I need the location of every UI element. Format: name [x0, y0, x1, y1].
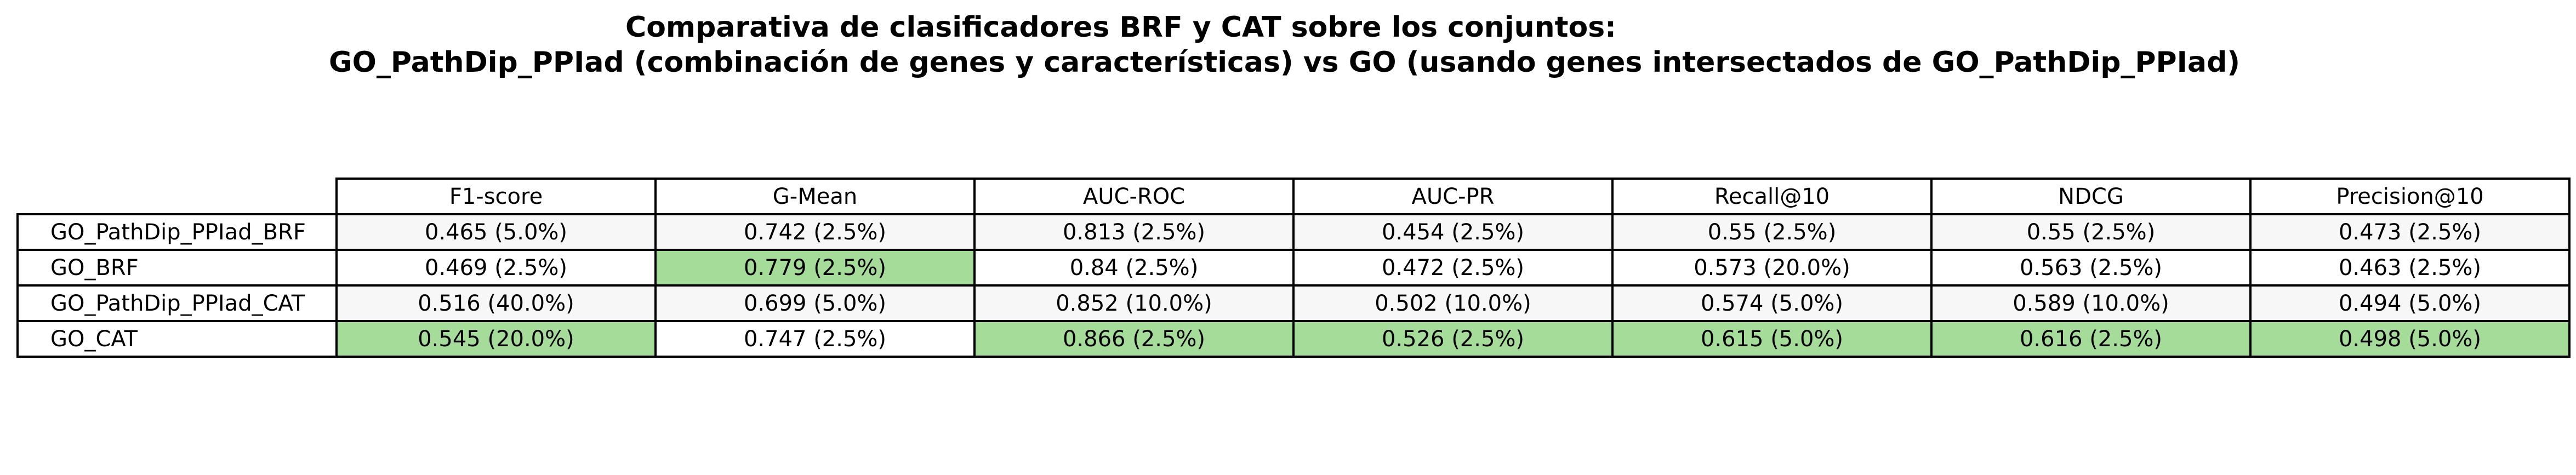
table-cell: 0.494 (5.0%) [2249, 284, 2571, 322]
chart-subtitle-line-2: GO_PathDip_PPIad (combinación de genes y… [329, 46, 2241, 79]
results-table: F1-score G-Mean AUC-ROC AUC-PR Recall@10… [16, 178, 2571, 358]
column-header: F1-score [335, 178, 657, 215]
table-cell: 0.573 (20.0%) [1611, 249, 1933, 287]
table-cell: 0.526 (2.5%) [1292, 320, 1614, 358]
table-row: GO_CAT 0.545 (20.0%) 0.747 (2.5%) 0.866 … [16, 320, 2571, 358]
row-label: GO_PathDip_PPIad_CAT [16, 284, 338, 322]
header-corner [18, 179, 337, 214]
table-cell: 0.469 (2.5%) [335, 249, 657, 287]
table-cell: 0.615 (5.0%) [1611, 320, 1933, 358]
table-row: GO_PathDip_PPIad_BRF 0.465 (5.0%) 0.742 … [16, 213, 2571, 251]
column-header: AUC-ROC [973, 178, 1295, 215]
column-header: NDCG [1930, 178, 2252, 215]
table-cell: 0.473 (2.5%) [2249, 213, 2571, 251]
table-cell: 0.563 (2.5%) [1930, 249, 2252, 287]
table-cell: 0.84 (2.5%) [973, 249, 1295, 287]
table-cell: 0.55 (2.5%) [1611, 213, 1933, 251]
chart-title-line-1: Comparativa de clasificadores BRF y CAT … [625, 11, 1616, 44]
chart-title: Comparativa de clasificadores BRF y CAT … [329, 10, 2241, 80]
table-cell: 0.516 (40.0%) [335, 284, 657, 322]
table-cell: 0.779 (2.5%) [654, 249, 976, 287]
table-cell: 0.813 (2.5%) [973, 213, 1295, 251]
table-cell: 0.502 (10.0%) [1292, 284, 1614, 322]
table-cell: 0.699 (5.0%) [654, 284, 976, 322]
table-cell: 0.589 (10.0%) [1930, 284, 2252, 322]
table-cell: 0.463 (2.5%) [2249, 249, 2571, 287]
table-cell: 0.742 (2.5%) [654, 213, 976, 251]
row-label: GO_BRF [16, 249, 338, 287]
table-row: GO_BRF 0.469 (2.5%) 0.779 (2.5%) 0.84 (2… [16, 249, 2571, 287]
table-cell: 0.574 (5.0%) [1611, 284, 1933, 322]
column-header: Recall@10 [1611, 178, 1933, 215]
row-label: GO_PathDip_PPIad_BRF [16, 213, 338, 251]
table-row: GO_PathDip_PPIad_CAT 0.516 (40.0%) 0.699… [16, 284, 2571, 322]
table-cell: 0.852 (10.0%) [973, 284, 1295, 322]
column-header: AUC-PR [1292, 178, 1614, 215]
header-row: F1-score G-Mean AUC-ROC AUC-PR Recall@10… [18, 178, 2571, 215]
column-header: Precision@10 [2249, 178, 2571, 215]
table-cell: 0.616 (2.5%) [1930, 320, 2252, 358]
table-cell: 0.472 (2.5%) [1292, 249, 1614, 287]
column-header: G-Mean [654, 178, 976, 215]
table-cell: 0.866 (2.5%) [973, 320, 1295, 358]
row-label: GO_CAT [16, 320, 338, 358]
table-cell: 0.55 (2.5%) [1930, 213, 2252, 251]
table-cell: 0.498 (5.0%) [2249, 320, 2571, 358]
table-cell: 0.545 (20.0%) [335, 320, 657, 358]
table-cell: 0.454 (2.5%) [1292, 213, 1614, 251]
table-cell: 0.465 (5.0%) [335, 213, 657, 251]
table-cell: 0.747 (2.5%) [654, 320, 976, 358]
